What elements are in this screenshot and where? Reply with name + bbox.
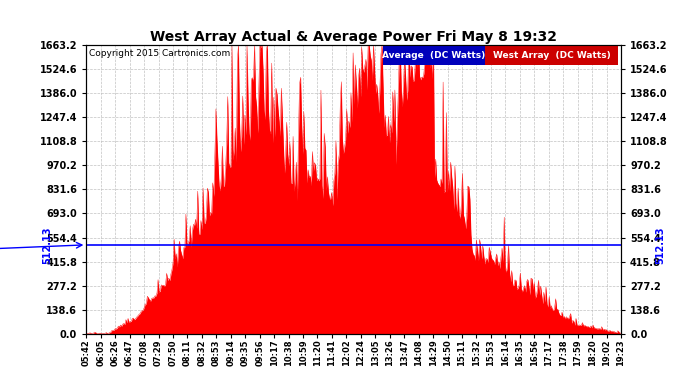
Text: 512.13: 512.13 xyxy=(655,226,665,264)
Bar xyxy=(484,45,618,65)
Bar xyxy=(383,45,484,65)
Title: West Array Actual & Average Power Fri May 8 19:32: West Array Actual & Average Power Fri Ma… xyxy=(150,30,557,44)
Text: Average  (DC Watts): Average (DC Watts) xyxy=(382,51,486,60)
Text: Copyright 2015 Cartronics.com: Copyright 2015 Cartronics.com xyxy=(89,50,230,58)
Text: West Array  (DC Watts): West Array (DC Watts) xyxy=(493,51,611,60)
Text: 512.13: 512.13 xyxy=(42,226,52,264)
